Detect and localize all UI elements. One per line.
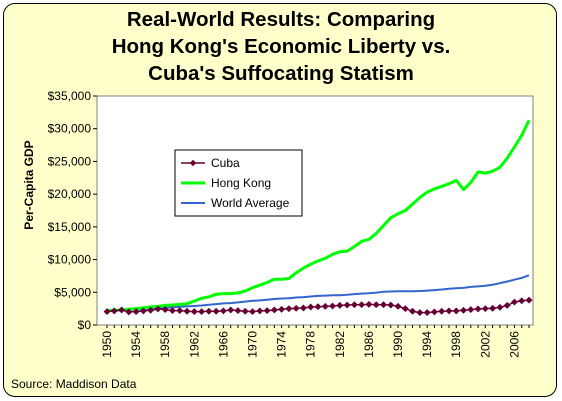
data-point-cuba xyxy=(161,306,169,314)
data-point-cuba xyxy=(117,306,126,314)
data-point-cuba xyxy=(270,306,278,314)
data-point-cuba xyxy=(445,307,453,315)
data-point-cuba xyxy=(147,306,155,314)
data-point-cuba xyxy=(409,307,417,315)
data-point-cuba xyxy=(321,302,329,310)
x-tick-label: 1986 xyxy=(362,331,376,358)
y-tick-label: $10,000 xyxy=(48,253,92,267)
legend-marker-cuba xyxy=(189,159,197,167)
data-point-cuba xyxy=(459,306,468,314)
data-point-cuba xyxy=(285,305,293,313)
data-point-cuba xyxy=(205,307,213,315)
legend: Cuba Hong Kong World Average xyxy=(174,149,303,217)
data-point-cuba xyxy=(510,298,519,306)
data-point-cuba xyxy=(372,301,380,309)
data-point-cuba xyxy=(198,308,206,316)
data-point-cuba xyxy=(219,307,227,315)
data-point-cuba xyxy=(176,307,184,315)
x-tick-label: 1970 xyxy=(246,331,260,358)
data-point-cuba xyxy=(263,307,271,315)
data-point-cuba xyxy=(190,308,198,316)
x-tick-label: 1954 xyxy=(129,331,143,358)
data-point-cuba xyxy=(168,307,177,315)
x-tick-label: 1950 xyxy=(100,331,114,358)
data-point-cuba xyxy=(212,307,220,315)
data-point-cuba xyxy=(125,308,133,316)
y-tick-label: $15,000 xyxy=(48,220,92,234)
data-point-cuba xyxy=(489,304,497,312)
data-point-cuba xyxy=(503,301,511,309)
y-tick-label: $35,000 xyxy=(48,89,92,103)
data-point-cuba xyxy=(518,297,526,305)
chart-title-line-1: Real-World Results: Comparing xyxy=(126,8,436,31)
data-point-cuba xyxy=(278,305,286,313)
data-point-cuba xyxy=(299,304,308,312)
chart-title-line-3: Cuba's Suffocating Statism xyxy=(148,62,414,85)
y-tick-label: $5,000 xyxy=(54,285,91,299)
data-point-cuba xyxy=(314,303,322,311)
data-point-cuba xyxy=(467,306,475,314)
data-point-cuba xyxy=(379,301,388,309)
data-point-cuba xyxy=(423,309,431,317)
plot-area xyxy=(96,95,534,326)
x-tick-label: 1990 xyxy=(391,331,405,358)
data-point-cuba xyxy=(256,307,264,315)
data-point-cuba xyxy=(430,308,438,316)
x-tick-label: 1974 xyxy=(275,331,289,358)
x-tick-label: 1962 xyxy=(187,331,201,358)
y-tick-label: $30,000 xyxy=(48,122,92,136)
data-point-cuba xyxy=(350,301,358,309)
x-tick-label: 1958 xyxy=(158,331,172,358)
y-tick-label: $20,000 xyxy=(48,187,92,201)
data-point-cuba xyxy=(387,301,395,309)
data-point-cuba xyxy=(241,307,249,315)
x-tick-label: 1966 xyxy=(216,331,230,358)
x-tick-label: 1978 xyxy=(304,331,318,358)
data-point-cuba xyxy=(401,305,409,313)
data-point-cuba xyxy=(248,308,257,316)
x-tick-label: 1982 xyxy=(333,331,347,358)
data-point-cuba xyxy=(183,307,191,315)
data-point-cuba xyxy=(452,307,460,315)
data-point-cuba xyxy=(358,301,366,309)
data-point-cuba xyxy=(328,302,337,310)
data-point-cuba xyxy=(525,296,533,304)
series-line-world-average xyxy=(106,274,530,313)
data-point-cuba xyxy=(365,300,373,308)
data-point-cuba xyxy=(132,308,140,316)
y-tick-label: $0 xyxy=(78,318,92,332)
x-tick-label: 1994 xyxy=(420,331,434,358)
data-point-cuba xyxy=(496,303,504,311)
data-point-cuba xyxy=(474,305,482,313)
legend-label-hong-kong: Hong Kong xyxy=(211,176,271,190)
data-point-cuba xyxy=(103,308,111,316)
data-point-cuba xyxy=(336,301,344,309)
series-line-hong-kong xyxy=(106,119,531,313)
x-tick-label: 1998 xyxy=(449,331,463,358)
legend-label-cuba: Cuba xyxy=(211,156,240,170)
axes: $0 $5,000 $10,000 $15,000 $20,000 $25,000 $30,… xyxy=(48,89,530,358)
series-layer xyxy=(103,119,533,317)
data-point-cuba xyxy=(154,305,162,313)
data-point-cuba xyxy=(481,305,489,313)
data-point-cuba xyxy=(110,307,118,315)
data-point-cuba xyxy=(394,302,402,310)
data-point-cuba xyxy=(438,307,446,315)
legend-label-world-average: World Average xyxy=(211,196,290,210)
x-tick-label: 2002 xyxy=(478,331,492,358)
data-point-cuba xyxy=(416,309,424,317)
data-point-cuba xyxy=(234,307,242,315)
y-tick-label: $25,000 xyxy=(48,154,92,168)
source-note: Source: Maddison Data xyxy=(11,377,137,391)
data-point-cuba xyxy=(227,306,235,314)
data-point-cuba xyxy=(343,301,351,309)
chart-title-line-2: Hong Kong's Economic Liberty vs. xyxy=(111,35,451,58)
data-point-cuba xyxy=(139,307,147,315)
data-point-cuba xyxy=(307,303,315,311)
x-tick-label: 2006 xyxy=(507,331,521,358)
data-point-cuba xyxy=(292,304,300,312)
